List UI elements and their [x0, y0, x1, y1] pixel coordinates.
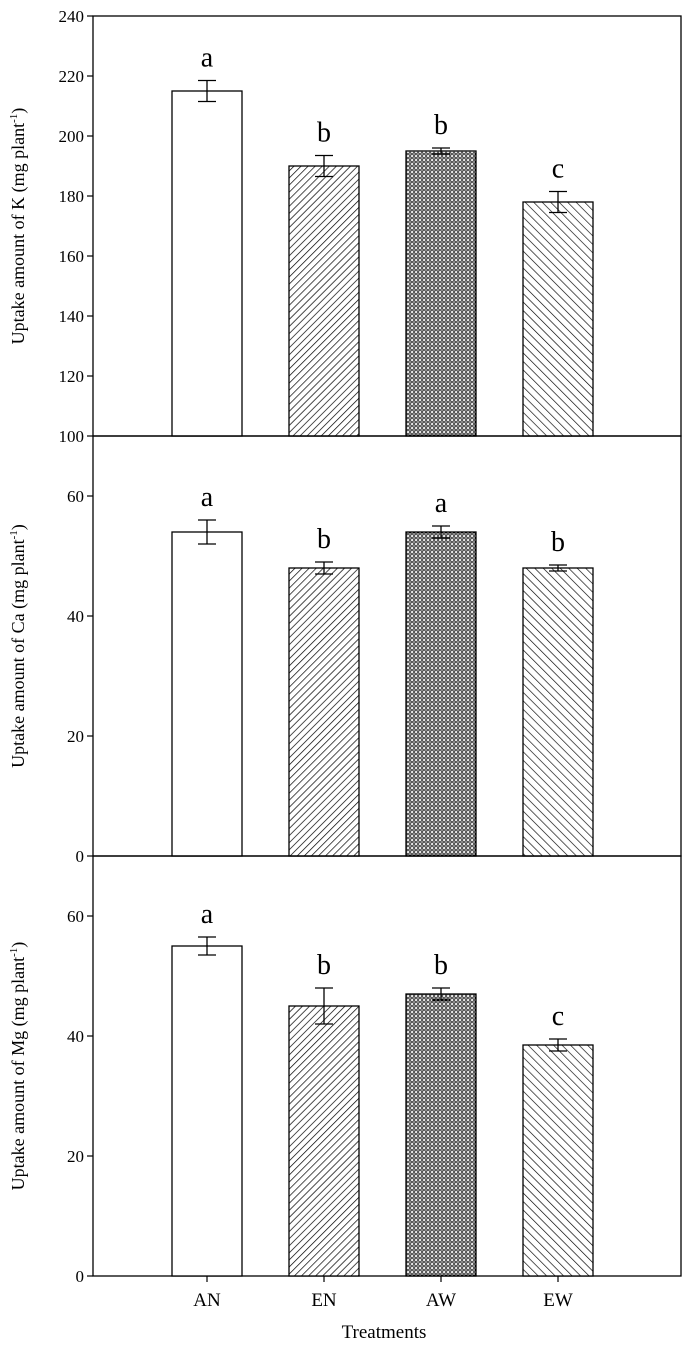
significance-letter: a	[201, 482, 214, 513]
y-tick-label: 140	[59, 307, 85, 326]
chart-panel-2: 0 20 40 60 Uptake amount of Ca (mg plant-1) a…	[8, 435, 682, 866]
x-tick-label: AN	[193, 1290, 221, 1311]
bar-aw	[405, 993, 477, 1277]
y-tick-label: 60	[67, 907, 84, 926]
bar-ew	[522, 201, 594, 437]
bar-an	[171, 945, 243, 1277]
y-tick-label: 200	[59, 127, 85, 146]
x-tick-label: EW	[543, 1290, 573, 1311]
significance-letter: b	[551, 527, 565, 558]
y-tick-label: 40	[67, 607, 84, 626]
y-axis-label-main: Uptake amount of Mg (mg plant	[8, 957, 29, 1190]
y-tick-label: 100	[59, 427, 85, 446]
x-tick-label: EN	[311, 1290, 337, 1311]
chart-panel-1: 100 120 140 160 180 200 220 240 Uptake amount of…	[8, 7, 682, 446]
significance-letter: c	[552, 154, 564, 185]
y-tick-label: 0	[76, 1267, 85, 1286]
y-tick-label: 240	[59, 7, 85, 26]
bar-ew	[522, 1044, 594, 1277]
bar-aw	[405, 531, 477, 857]
y-axis-label: Uptake amount of Mg (mg plant-1)	[8, 942, 29, 1191]
bar-en	[288, 1005, 360, 1277]
y-axis-label: Uptake amount of K (mg plant-1)	[8, 108, 29, 345]
y-axis-label-close: )	[8, 524, 29, 530]
y-tick-label: 40	[67, 1027, 84, 1046]
significance-letter: a	[201, 899, 214, 930]
y-tick-label: 0	[76, 847, 85, 866]
x-axis-title: Treatments	[342, 1322, 427, 1343]
y-tick-label: 160	[59, 247, 85, 266]
y-tick-label: 20	[67, 1147, 84, 1166]
y-axis-label: Uptake amount of Ca (mg plant-1)	[8, 524, 29, 768]
bar-ew	[522, 567, 594, 857]
y-axis-label-sup: -1	[8, 114, 20, 123]
y-axis-label-main: Uptake amount of Ca (mg plant	[8, 539, 29, 767]
y-axis-label-close: )	[8, 942, 29, 948]
y-tick-label: 60	[67, 487, 84, 506]
significance-letter: b	[317, 118, 331, 149]
bar-an	[171, 531, 243, 857]
significance-letter: a	[201, 43, 214, 74]
bar-an	[171, 90, 243, 437]
significance-letter: a	[435, 488, 448, 519]
bar-en	[288, 567, 360, 857]
y-axis-label-sup: -1	[8, 530, 20, 539]
y-axis-label-main: Uptake amount of K (mg plant	[8, 123, 29, 344]
significance-letter: b	[317, 950, 331, 981]
y-axis-label-sup: -1	[8, 948, 20, 957]
significance-letter: c	[552, 1001, 564, 1032]
significance-letter: b	[434, 110, 448, 141]
significance-letter: b	[434, 950, 448, 981]
bar-en	[288, 165, 360, 437]
y-tick-label: 180	[59, 187, 85, 206]
significance-letter: b	[317, 524, 331, 555]
x-tick-label: AW	[426, 1290, 456, 1311]
bar-aw	[405, 150, 477, 437]
chart-panel-3: 0 20 40 60 Uptake amount of Mg (mg plant-1) a…	[8, 855, 682, 1311]
plot-frame	[92, 855, 682, 1277]
y-tick-label: 220	[59, 67, 85, 86]
y-tick-label: 120	[59, 367, 85, 386]
y-tick-label: 20	[67, 727, 84, 746]
y-axis-label-close: )	[8, 108, 29, 114]
